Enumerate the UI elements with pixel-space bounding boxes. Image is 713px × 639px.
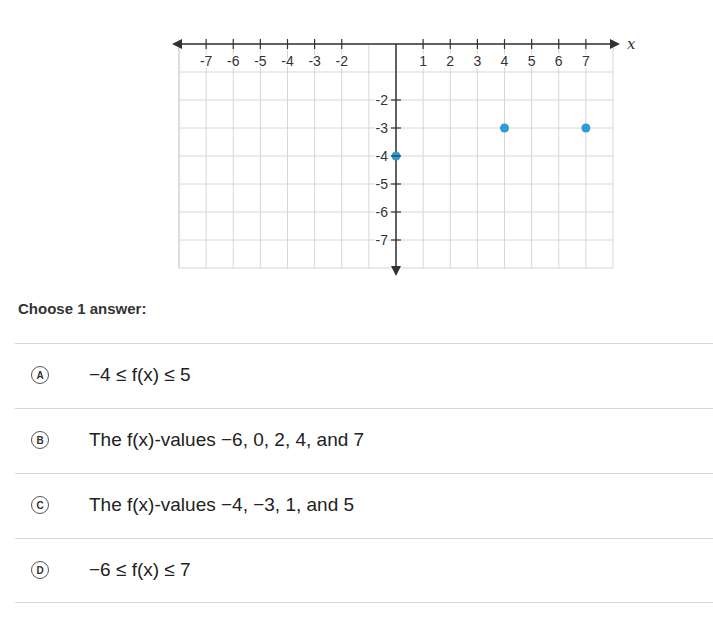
- svg-text:-3: -3: [308, 53, 321, 69]
- html-text:The f(x)-values −4, −3, 1, and: The f(x)-values −4, −3, 1, and 5: [89, 494, 355, 515]
- svg-text:-6: -6: [376, 204, 389, 220]
- svg-text:-6: -6: [227, 53, 240, 69]
- svg-text:-3: -3: [376, 120, 389, 136]
- svg-text:6: 6: [555, 53, 563, 69]
- svg-text:-5: -5: [376, 176, 389, 192]
- svg-text:-7: -7: [376, 232, 389, 248]
- html-text:Choose 1 answer:: Choose 1 answer:: [18, 300, 147, 317]
- svg-text:4: 4: [501, 53, 509, 69]
- svg-text:-4: -4: [376, 148, 389, 164]
- html-text:C: C: [36, 500, 44, 511]
- svg-text:x: x: [627, 35, 636, 53]
- svg-text:-2: -2: [336, 53, 349, 69]
- svg-text:-5: -5: [254, 53, 267, 69]
- svg-text:3: 3: [473, 53, 481, 69]
- svg-text:7: 7: [582, 53, 590, 69]
- html-text:The f(x)-values −6, 0, 2, 4, a: The f(x)-values −6, 0, 2, 4, and 7: [89, 429, 365, 450]
- html-text:−6 ≤ f(x) ≤ 7: −6 ≤ f(x) ≤ 7: [89, 559, 191, 580]
- svg-text:-4: -4: [281, 53, 294, 69]
- svg-text:5: 5: [528, 53, 536, 69]
- html-text:B: B: [36, 435, 44, 446]
- html-text:A: A: [36, 370, 44, 381]
- svg-text:-7: -7: [200, 53, 213, 69]
- html-text:D: D: [36, 565, 44, 576]
- svg-text:-2: -2: [376, 92, 389, 108]
- html-text:−4 ≤ f(x) ≤ 5: −4 ≤ f(x) ≤ 5: [89, 364, 191, 385]
- svg-text:1: 1: [419, 53, 427, 69]
- svg-text:2: 2: [446, 53, 454, 69]
